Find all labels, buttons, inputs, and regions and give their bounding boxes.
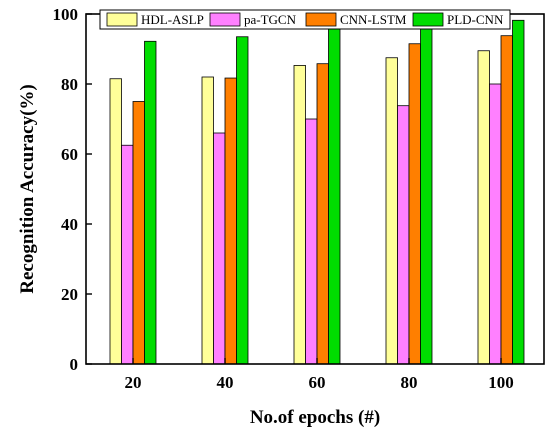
bar-pld-cnn-60 bbox=[328, 24, 341, 365]
bar-pld-cnn-40 bbox=[236, 36, 249, 365]
bar-hdl-aslp-20 bbox=[109, 78, 122, 365]
bar-pa-tgcn-60 bbox=[305, 118, 318, 365]
y-tick-label: 20 bbox=[61, 285, 78, 304]
bar-cnn-lstm-40 bbox=[224, 77, 237, 365]
bar-cnn-lstm-20 bbox=[132, 101, 145, 365]
x-tick-label: 80 bbox=[401, 373, 418, 392]
bar-pld-cnn-80 bbox=[420, 23, 433, 365]
legend-entry: pa-TGCN bbox=[244, 12, 297, 27]
bar-cnn-lstm-60 bbox=[316, 63, 329, 365]
legend-entry: HDL-ASLP bbox=[141, 12, 204, 27]
legend-box bbox=[99, 9, 511, 30]
x-axis-label: No.of epochs (#) bbox=[250, 407, 380, 428]
bar-pa-tgcn-100 bbox=[489, 83, 502, 365]
bar-hdl-aslp-100 bbox=[477, 50, 490, 365]
bar-hdl-aslp-60 bbox=[293, 65, 306, 365]
bar-pa-tgcn-80 bbox=[397, 105, 410, 365]
bar-cnn-lstm-100 bbox=[500, 35, 513, 365]
bar-pa-tgcn-20 bbox=[121, 144, 134, 365]
bar-pld-cnn-20 bbox=[144, 40, 157, 365]
y-tick-label: 40 bbox=[61, 215, 78, 234]
y-tick-label: 100 bbox=[53, 5, 79, 24]
bar-hdl-aslp-80 bbox=[385, 57, 398, 365]
legend: HDL-ASLP pa-TGCN CNN-LSTM PLD-CNN bbox=[99, 9, 511, 30]
bar-pa-tgcn-40 bbox=[213, 132, 226, 365]
y-tick-label: 60 bbox=[61, 145, 78, 164]
bars-group bbox=[109, 19, 525, 365]
x-tick-label: 100 bbox=[488, 373, 514, 392]
y-tick-label: 80 bbox=[61, 75, 78, 94]
y-tick-label: 0 bbox=[70, 355, 79, 374]
legend-swatch bbox=[106, 12, 138, 27]
legend-entry: CNN-LSTM bbox=[340, 12, 407, 27]
legend-swatch bbox=[209, 12, 241, 27]
axes-group: 0 20 40 60 80 100 20 40 60 80 100 bbox=[53, 5, 514, 392]
bar-cnn-lstm-80 bbox=[408, 43, 421, 365]
legend-swatch bbox=[305, 12, 337, 27]
x-tick-label: 40 bbox=[217, 373, 234, 392]
x-tick-label: 60 bbox=[309, 373, 326, 392]
legend-entry: PLD-CNN bbox=[447, 12, 504, 27]
x-tick-label: 20 bbox=[125, 373, 142, 392]
bar-hdl-aslp-40 bbox=[201, 76, 214, 365]
bar-pld-cnn-100 bbox=[512, 19, 525, 365]
legend-swatch bbox=[412, 12, 444, 27]
y-axis-label: Recognition Accuracy(%) bbox=[17, 84, 38, 293]
